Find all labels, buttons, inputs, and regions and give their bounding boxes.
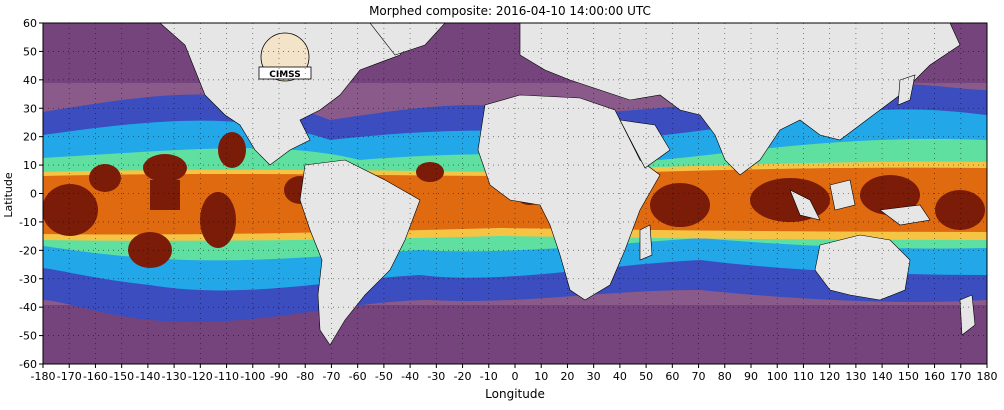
x-tick-label: -30 bbox=[427, 370, 445, 383]
x-tick-label: 110 bbox=[793, 370, 814, 383]
x-tick-label: -120 bbox=[188, 370, 213, 383]
x-tick-label: 10 bbox=[534, 370, 548, 383]
x-tick-label: -80 bbox=[296, 370, 314, 383]
x-tick-label: -110 bbox=[214, 370, 239, 383]
x-tick-label: -130 bbox=[162, 370, 187, 383]
landmass-japan bbox=[897, 74, 916, 106]
x-tick-label: 70 bbox=[692, 370, 706, 383]
y-tick-label: 20 bbox=[23, 131, 37, 144]
x-tick-label: 20 bbox=[560, 370, 574, 383]
x-tick-label: -10 bbox=[480, 370, 498, 383]
y-axis: 60 50 40 30 20 10 0 -10 -20 -30 -40 -50 -60 bbox=[19, 17, 43, 371]
x-tick-label: 180 bbox=[977, 370, 998, 383]
x-tick-label: 80 bbox=[718, 370, 732, 383]
grid-lines bbox=[43, 23, 987, 364]
x-tick-label: -60 bbox=[349, 370, 367, 383]
y-tick-label: -50 bbox=[19, 330, 37, 343]
x-tick-label: 30 bbox=[587, 370, 601, 383]
y-tick-label: 10 bbox=[23, 159, 37, 172]
x-tick-label: -20 bbox=[454, 370, 472, 383]
x-tick-label: 40 bbox=[613, 370, 627, 383]
x-tick-label: -50 bbox=[375, 370, 393, 383]
x-tick-label: -100 bbox=[240, 370, 265, 383]
cimss-logo: CIMSS bbox=[258, 32, 312, 82]
y-tick-label: -10 bbox=[19, 216, 37, 229]
x-axis: -180 -170 -160 -150 -140 -130 -120 -110 -100 -90-… bbox=[31, 364, 998, 383]
x-tick-label: -150 bbox=[109, 370, 134, 383]
x-tick-label: 160 bbox=[924, 370, 945, 383]
y-tick-label: -60 bbox=[19, 358, 37, 371]
landmass-africa bbox=[477, 94, 661, 301]
x-tick-label: -160 bbox=[83, 370, 108, 383]
landmass-australia bbox=[814, 234, 911, 301]
y-tick-label: 30 bbox=[23, 102, 37, 115]
x-tick-label: 130 bbox=[845, 370, 866, 383]
y-tick-label: 40 bbox=[23, 74, 37, 87]
x-tick-label: -90 bbox=[270, 370, 288, 383]
x-tick-label: 150 bbox=[898, 370, 919, 383]
x-tick-label: -40 bbox=[401, 370, 419, 383]
landmass-new-zealand bbox=[959, 294, 976, 336]
y-tick-label: 60 bbox=[23, 17, 37, 30]
landmass-madagascar bbox=[639, 224, 653, 261]
landmass-new-guinea bbox=[879, 204, 931, 226]
land-masses bbox=[159, 23, 976, 346]
x-tick-label: 60 bbox=[665, 370, 679, 383]
landmass-greenland bbox=[369, 23, 446, 56]
x-tick-label: 90 bbox=[744, 370, 758, 383]
x-tick-label: -140 bbox=[135, 370, 160, 383]
landmass-sumatra bbox=[789, 189, 821, 221]
y-tick-label: -40 bbox=[19, 301, 37, 314]
x-tick-label: 0 bbox=[512, 370, 519, 383]
x-tick-label: -170 bbox=[57, 370, 82, 383]
y-tick-label: -30 bbox=[19, 273, 37, 286]
landmass-north-america bbox=[159, 23, 421, 166]
y-tick-label: 50 bbox=[23, 45, 37, 58]
x-tick-label: 140 bbox=[872, 370, 893, 383]
y-tick-label: -20 bbox=[19, 244, 37, 257]
x-tick-label: 50 bbox=[639, 370, 653, 383]
y-tick-label: 0 bbox=[30, 188, 37, 201]
plot-area: CIMSS bbox=[43, 23, 987, 364]
x-tick-label: -180 bbox=[31, 370, 56, 383]
x-axis-label: Longitude bbox=[485, 387, 545, 401]
x-tick-label: -70 bbox=[322, 370, 340, 383]
cimss-logo-text: CIMSS bbox=[269, 70, 300, 80]
x-tick-label: 120 bbox=[819, 370, 840, 383]
landmass-arabia bbox=[619, 119, 671, 169]
y-axis-label: Latitude bbox=[2, 172, 15, 218]
landmass-south-america bbox=[299, 159, 421, 346]
x-tick-label: 170 bbox=[950, 370, 971, 383]
chart-title: Morphed composite: 2016-04-10 14:00:00 U… bbox=[369, 4, 651, 18]
landmass-borneo bbox=[829, 179, 856, 211]
x-tick-label: 100 bbox=[767, 370, 788, 383]
